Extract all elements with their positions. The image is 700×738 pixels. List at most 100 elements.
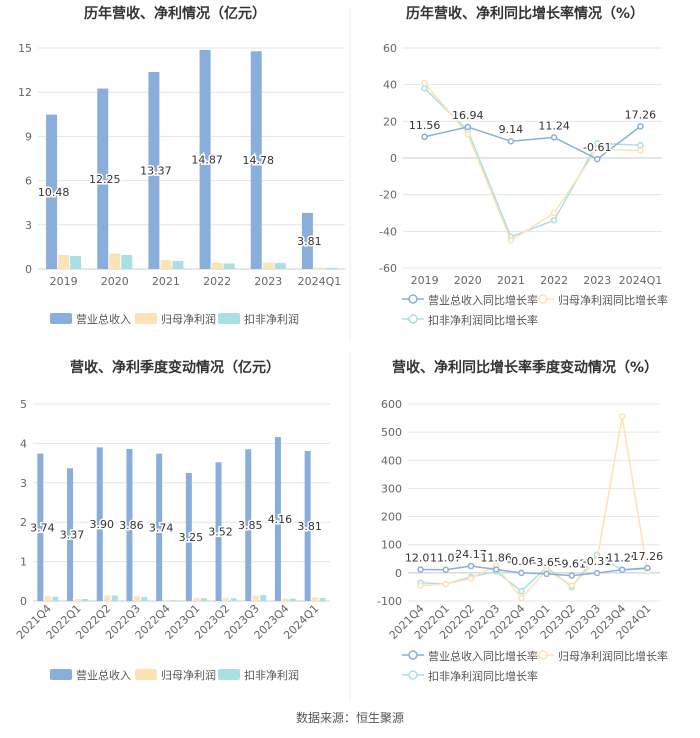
legend-label: 扣非净利润 bbox=[244, 312, 299, 326]
y-tick-label: 20 bbox=[383, 115, 397, 128]
source-note: 数据来源：恒生聚源 bbox=[296, 710, 404, 725]
bar-deducted-profit bbox=[52, 596, 59, 601]
bar-revenue bbox=[156, 453, 163, 601]
data-label: 3.74 bbox=[30, 521, 55, 534]
legend-label: 归母净利润 bbox=[161, 668, 216, 682]
bar-deducted-profit bbox=[171, 600, 178, 602]
data-label: 11.24 bbox=[538, 119, 570, 132]
y-tick-label: 0 bbox=[390, 152, 397, 165]
legend-label: 扣非净利润同比增长率 bbox=[428, 313, 538, 327]
bar-net-profit bbox=[74, 599, 81, 601]
line-point bbox=[421, 85, 428, 92]
x-tick-label: 2022 bbox=[540, 274, 568, 287]
bar-net-profit bbox=[44, 596, 51, 601]
data-label: 14.78 bbox=[243, 154, 275, 167]
line-point bbox=[618, 413, 626, 420]
y-tick-label: -100 bbox=[377, 595, 402, 608]
y-tick-label: 60 bbox=[383, 42, 397, 55]
line-point bbox=[417, 566, 424, 573]
data-label: 14.87 bbox=[191, 153, 223, 166]
bar-net-profit bbox=[223, 598, 230, 601]
line-point bbox=[568, 582, 576, 589]
x-tick-label: 2021 bbox=[152, 275, 180, 288]
bar-revenue bbox=[304, 450, 311, 601]
data-label: 3.25 bbox=[179, 531, 204, 544]
data-label: 24.17 bbox=[455, 548, 487, 561]
bar-revenue bbox=[274, 437, 281, 601]
bar-revenue bbox=[96, 447, 103, 601]
x-tick-label: 2023 bbox=[254, 275, 282, 288]
legend-label: 营业总收入同比增长率 bbox=[428, 649, 538, 663]
bar-revenue bbox=[67, 468, 74, 601]
y-tick-label: 0 bbox=[25, 263, 32, 276]
bar-net-profit bbox=[211, 262, 223, 269]
bar-deducted-profit bbox=[141, 597, 148, 601]
line-revenue-growth bbox=[420, 565, 648, 577]
line-point bbox=[550, 209, 558, 217]
line-point bbox=[644, 564, 651, 572]
line-point bbox=[637, 123, 644, 130]
legend-marker bbox=[408, 294, 418, 304]
data-label: 3.74 bbox=[149, 521, 174, 534]
bar-revenue bbox=[37, 453, 44, 601]
line-point bbox=[593, 556, 601, 564]
data-label: 3.37 bbox=[60, 529, 85, 542]
legend-swatch bbox=[50, 313, 72, 324]
x-tick-label: 2024Q1 bbox=[298, 275, 342, 288]
data-label: 11.20 bbox=[606, 552, 638, 565]
bar-deducted-profit bbox=[82, 599, 89, 601]
legend-marker bbox=[538, 650, 548, 660]
data-label: 4.16 bbox=[268, 513, 293, 526]
bar-net-profit bbox=[58, 255, 70, 269]
chart-3: 营收、净利季度变动情况（亿元）0123452021Q42022Q12022Q22… bbox=[14, 359, 330, 682]
y-tick-label: 2 bbox=[20, 516, 27, 529]
line-point bbox=[594, 155, 601, 163]
line-point bbox=[467, 562, 475, 570]
data-label: 10.48 bbox=[38, 186, 70, 199]
y-tick-label: 6 bbox=[25, 175, 32, 188]
data-label: 9.14 bbox=[499, 123, 524, 136]
bar-revenue bbox=[97, 88, 109, 270]
legend-marker bbox=[538, 294, 548, 304]
line-point bbox=[518, 594, 525, 602]
line-point bbox=[442, 580, 450, 588]
legend-label: 营业总收入同比增长率 bbox=[428, 293, 538, 307]
data-label: 3.81 bbox=[297, 235, 322, 248]
bar-deducted-profit bbox=[111, 595, 118, 601]
bar-deducted-profit bbox=[172, 260, 184, 269]
line-point bbox=[442, 566, 450, 573]
chart-title: 历年营收、净利情况（亿元） bbox=[84, 5, 266, 22]
data-label: 3.52 bbox=[208, 526, 233, 539]
bar-revenue bbox=[215, 462, 222, 601]
line-point bbox=[550, 134, 558, 141]
bar-revenue bbox=[46, 114, 58, 269]
bar-deducted-profit bbox=[325, 267, 337, 269]
legend-label: 扣非净利润 bbox=[244, 668, 299, 682]
chart-1: 历年营收、净利情况（亿元） 0 3 6 9 12 15 2019 2020 2021 2022 202… bbox=[18, 5, 345, 326]
data-label: -9.61 bbox=[558, 558, 586, 571]
line-point bbox=[467, 575, 475, 582]
bar-revenue bbox=[148, 72, 160, 269]
y-tick-label: 200 bbox=[381, 511, 402, 524]
bar-revenue bbox=[245, 449, 252, 601]
line-point bbox=[507, 137, 515, 145]
data-label: 12.25 bbox=[89, 173, 121, 186]
line-point bbox=[550, 217, 558, 224]
line-point bbox=[464, 123, 471, 131]
bar-net-profit bbox=[109, 253, 121, 269]
line-net-profit-growth bbox=[420, 416, 649, 600]
line-net-profit-growth bbox=[424, 82, 641, 242]
x-tick-label: 2024Q1 bbox=[619, 274, 663, 287]
bar-net-profit bbox=[252, 595, 259, 601]
chart-title: 历年营收、净利同比增长率情况（%） bbox=[406, 5, 644, 22]
bar-net-profit bbox=[193, 598, 200, 601]
legend-marker bbox=[408, 670, 418, 680]
y-tick-label: 0 bbox=[20, 595, 27, 608]
bar-revenue bbox=[199, 49, 211, 270]
bar-revenue bbox=[301, 212, 313, 269]
y-tick-label: 3 bbox=[20, 477, 27, 490]
chart-2: 历年营收、净利同比增长率情况（%） -60 -40 -20 0 20 40 60 2019 202… bbox=[379, 5, 668, 327]
x-tick-label: 2019 bbox=[50, 275, 78, 288]
